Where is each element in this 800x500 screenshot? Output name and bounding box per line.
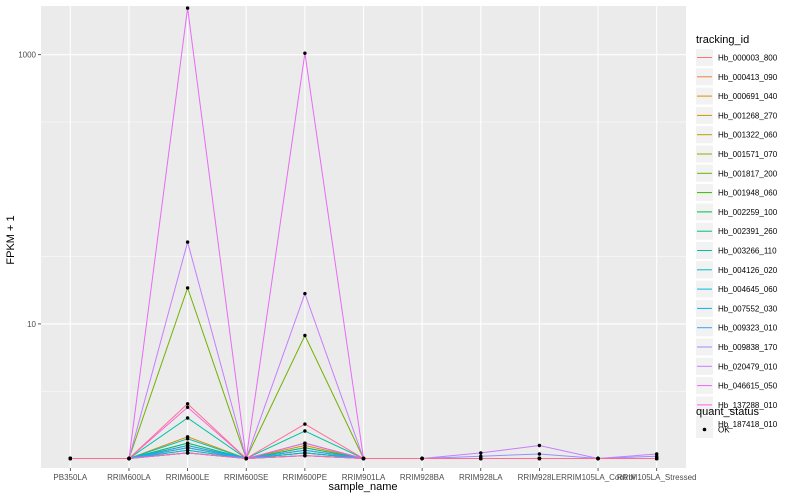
data-point [185,405,190,409]
data-point [655,452,659,456]
y-axis: 10 1000 [18,51,41,329]
legend-label: Hb_002391_260 [718,227,778,236]
legend-label: Hb_001322_060 [718,131,778,140]
data-point [127,456,131,461]
x-tick-label: RRIM600PE [283,473,327,482]
x-tick-label: RRIM600LE [166,473,210,482]
data-point [185,286,190,290]
x-tick-label: RRIM928LE [518,473,562,482]
data-point [303,333,307,338]
x-tick-label: RRIM928BA [400,473,445,482]
shape-legend-point [702,427,707,432]
legend-label: Hb_004126_020 [718,266,778,275]
data-point [244,456,248,461]
data-point [596,456,600,461]
legend-label: Hb_001571_070 [718,150,778,159]
legend-label: Hb_002259_100 [718,208,778,217]
legend-label: Hb_000003_800 [718,54,778,63]
x-axis-title: sample_name [328,481,397,493]
data-point [303,451,307,455]
x-tick-label: RRIM901LA [342,473,386,482]
legend-label: Hb_020479_010 [718,362,778,371]
data-point [185,402,190,406]
legend-label: Hb_000691_040 [718,92,778,101]
shape-legend-label: OK [718,426,730,435]
legend: tracking_id Hb_000003_800 Hb_000413_090 Hb… [696,34,778,438]
data-point [185,240,190,244]
data-points [68,6,659,461]
data-point [361,456,366,461]
data-point [479,456,483,461]
data-point [303,291,307,296]
data-point [303,446,307,450]
legend-label: Hb_004645_060 [718,285,778,294]
legend-label: Hb_187418_010 [718,420,778,429]
data-point [537,456,542,461]
legend-label: Hb_009838_170 [718,343,778,352]
data-point [479,451,483,455]
y-tick-label: 10 [27,320,36,329]
legend-title: tracking_id [696,34,749,46]
data-point [303,429,307,433]
legend-label: Hb_001948_060 [718,189,778,198]
legend-label: Hb_001268_270 [718,111,778,120]
x-tick-label: PB350LA [53,473,87,482]
data-point [420,456,424,461]
data-point [537,452,542,456]
data-point [185,451,190,455]
grid-lines [41,6,686,468]
data-point [185,437,190,441]
legend-label: Hb_007552_030 [718,304,778,313]
data-point [655,456,659,461]
x-tick-label: RRIM600SE [224,473,268,482]
data-point [185,448,190,452]
legend-label: Hb_003266_110 [718,247,777,256]
data-point [185,446,190,450]
data-point [185,416,190,420]
legend-label: Hb_046615_050 [718,382,778,391]
data-point [537,443,542,448]
shape-legend-title: quant_status [696,406,759,418]
data-point [303,441,307,445]
y-tick-label: 1000 [18,51,36,60]
data-point [303,453,307,458]
data-point [303,51,307,55]
x-tick-label: RRIM600LA [107,473,151,482]
x-axis: PB350LA RRIM600LA RRIM600LE RRIM600SE RRIM60… [53,468,696,482]
x-tick-label: RRIM928LA [459,473,503,482]
data-point [185,6,190,10]
data-point [68,456,73,461]
data-point [303,448,307,452]
legend-label: Hb_001817_200 [718,169,778,178]
y-axis-title: FPKM + 1 [5,215,17,264]
data-point [303,422,307,426]
legend-label: Hb_000413_090 [718,73,778,82]
legend-label: Hb_137288_010 [718,401,778,410]
legend-label: Hb_009323_010 [718,324,778,333]
x-tick-label: RRIM105LA_Stressed [617,473,697,482]
x-tick-label: RRIM105LA_Control [561,473,635,482]
